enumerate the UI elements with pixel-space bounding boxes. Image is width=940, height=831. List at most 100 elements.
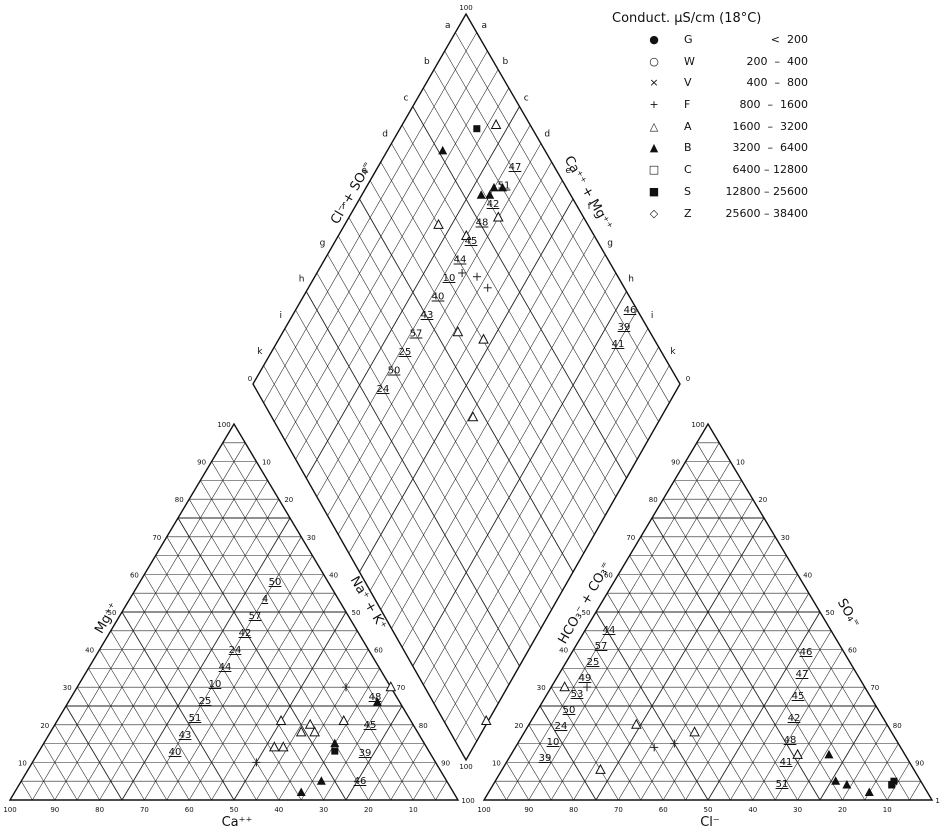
cation-right-tick: 80 [419, 722, 428, 730]
cation-grid-line [211, 461, 414, 801]
sample-point [842, 779, 852, 789]
legend-range: 12800 – 25600 [725, 184, 808, 198]
cation-bottom-tick: 90 [50, 806, 59, 814]
cation-sample-label: 40 [169, 747, 182, 758]
sample-point [478, 333, 489, 344]
cation-sample-label: 24 [229, 645, 242, 656]
legend-rows: ● G < 200 ○ W 200 – 400 × V 400 – 800 + F 800 – 160… [612, 30, 932, 225]
diamond-sample-label: 44 [454, 255, 467, 266]
legend-code: W [684, 54, 695, 68]
sample-point [452, 326, 464, 337]
cation-grid-line [121, 611, 235, 801]
sample-point [316, 776, 326, 785]
anion-grid-line [595, 517, 765, 801]
cation-sample-label: 45 [364, 720, 377, 731]
diamond-sample-label: 43 [421, 310, 434, 321]
anion-bottom-tick: 60 [659, 806, 668, 814]
diamond-grid-line [412, 106, 627, 479]
legend-symbol: ▲ [649, 141, 659, 155]
diamond-sample-label: 42 [487, 199, 500, 210]
diamond-sample-label: 24 [377, 384, 390, 395]
anion-triangle-grid [482, 422, 934, 801]
diamond-grid-line [359, 198, 574, 573]
anion-right-tick: 10 [736, 459, 745, 467]
anion-grid-line [696, 442, 910, 801]
legend-item: △ A 1600 – 3200 [612, 117, 932, 139]
anion-right-axis-label: SO₄⁼ [834, 596, 862, 630]
anion-bottom-axis-label: Cl⁻ [700, 815, 720, 830]
anion-bottom-tick: 90 [524, 806, 533, 814]
diamond-field-grid [252, 12, 681, 762]
cation-grid-line [132, 593, 257, 801]
diamond-edge-letter: e [565, 166, 571, 176]
diamond-sample-label: 25 [399, 347, 412, 358]
diamond-edge-letter: d [544, 130, 550, 140]
anion-grid-line [651, 517, 821, 801]
anion-grid-line [506, 442, 720, 801]
legend-code: S [684, 184, 691, 198]
cation-left-tick: 80 [175, 496, 184, 504]
anion-grid-line [550, 687, 619, 801]
diamond-grid-line [433, 328, 649, 704]
cation-bottom-tick: 50 [230, 806, 239, 814]
anion-grid-line [595, 611, 709, 801]
diamond-edge-letter: f [588, 202, 592, 212]
anion-bottom-tick: 80 [569, 806, 578, 814]
anion-right-tick: 90 [915, 759, 924, 767]
diamond-sample-label: 39 [618, 322, 631, 333]
anion-bottom-tick: 40 [748, 806, 757, 814]
sample-points [252, 118, 898, 796]
diamond-grid-line [401, 272, 617, 648]
cation-sample-label: 57 [249, 611, 262, 622]
cation-grid-line [200, 480, 392, 801]
anion-grid-line [573, 649, 664, 801]
legend-symbol: □ [648, 163, 660, 177]
sample-point [275, 714, 287, 726]
legend-symbol: ◇ [649, 206, 659, 220]
cation-grid-line [43, 743, 78, 801]
legend-item: ○ W 200 – 400 [612, 52, 932, 74]
legend-symbol: △ [649, 119, 659, 133]
anion-sample-label: 39 [539, 753, 552, 764]
diamond-grid-line [391, 143, 606, 516]
cation-sample-label: 44 [219, 662, 232, 673]
cation-grid-line [155, 555, 302, 801]
cation-bottom-tick: 60 [185, 806, 194, 814]
cation-grid-line [32, 762, 56, 801]
diamond-grid-line [380, 161, 595, 535]
anion-right-tick: 20 [758, 496, 767, 504]
sample-point [630, 718, 642, 729]
diamond-edge-letter: f [342, 202, 346, 212]
cation-grid-line [435, 781, 448, 801]
diamond-left-axis-label: Cl⁻ + SO₄⁼ [328, 160, 376, 227]
anion-left-tick: 90 [671, 459, 680, 467]
legend-code: A [684, 119, 692, 133]
anion-grid-line [819, 705, 877, 801]
sample-labels: 4751424845441040435725502446394150457422… [169, 162, 813, 790]
cation-right-tick: 70 [396, 684, 405, 692]
sample-point [331, 747, 339, 755]
anion-sample-label: 10 [547, 737, 560, 748]
cation-sample-label: 39 [359, 748, 372, 759]
sample-point [888, 781, 896, 789]
diamond-grid-line [455, 32, 670, 403]
legend-range: 400 – 800 [746, 76, 808, 90]
anion-left-tick: 40 [559, 647, 568, 655]
cation-grid-line [54, 724, 100, 801]
cation-right-tick: 40 [329, 571, 338, 579]
anion-right-tick: 50 [826, 609, 835, 617]
anion-bottom-tick: 50 [704, 806, 713, 814]
anion-grid-line [606, 593, 731, 801]
sample-point [890, 777, 898, 785]
cation-bottom-tick: 100 [3, 806, 16, 814]
cation-grid-line [110, 630, 212, 801]
cation-triangle-grid [8, 422, 460, 801]
legend-title: Conduct. μS/cm (18°C) [612, 11, 762, 26]
cation-grid-line [211, 593, 336, 801]
cation-left-tick: 10 [18, 759, 27, 767]
diamond-right-tick: 0 [686, 375, 690, 383]
cation-right-tick: 30 [307, 534, 316, 542]
cation-sample-label: 46 [354, 776, 367, 787]
anion-right-tick: 40 [803, 571, 812, 579]
